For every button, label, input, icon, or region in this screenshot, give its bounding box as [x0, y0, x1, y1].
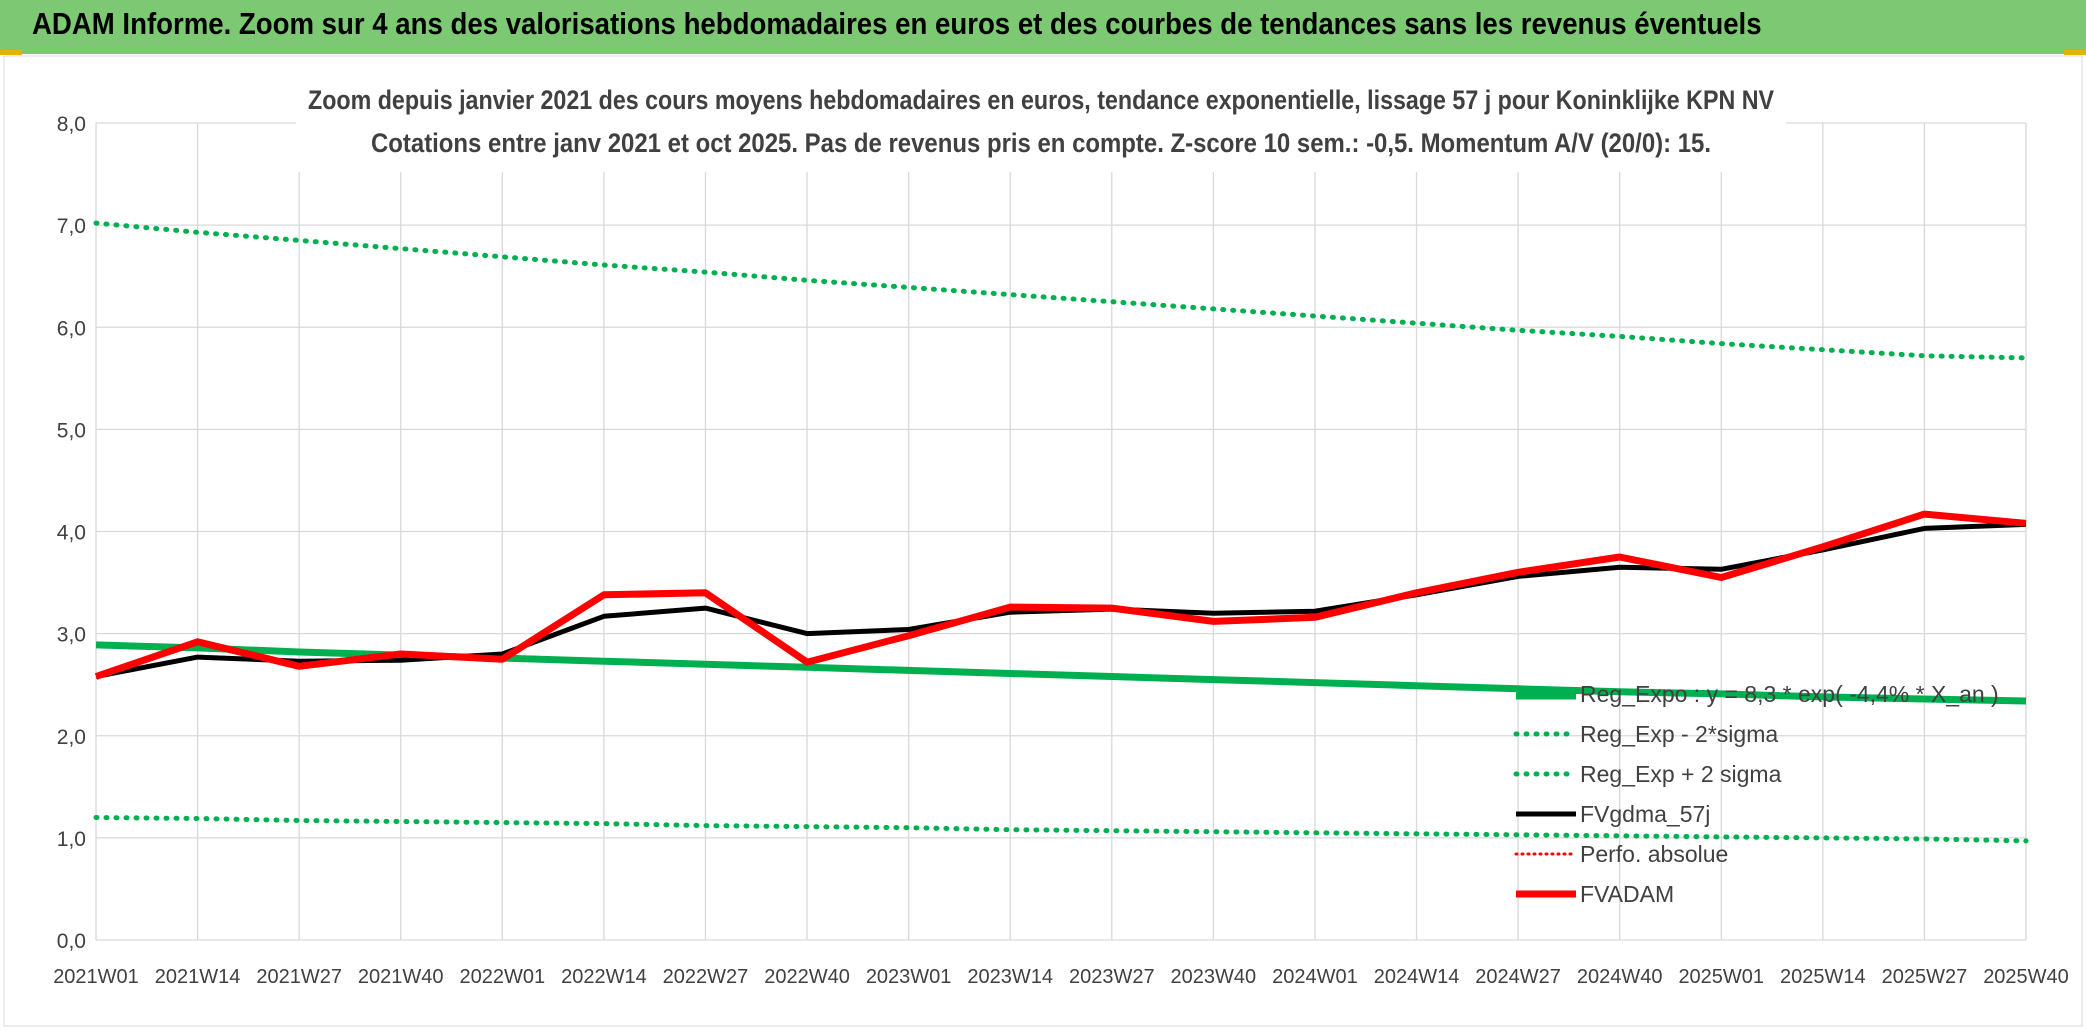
y-tick-label: 4,0 [57, 522, 86, 545]
x-tick-label: 2023W27 [1069, 966, 1155, 988]
legend-label-reg_plus: Reg_Exp + 2 sigma [1580, 761, 1782, 787]
y-tick-label: 3,0 [57, 624, 86, 647]
legend-label-fvadam: FVADAM [1580, 881, 1674, 907]
series-line-reg_minus [93, 815, 2029, 844]
x-axis-ticks: 2021W01 2021W14 2021W27 2021W40 2022W01 2022W… [53, 966, 2069, 988]
series-layer [93, 220, 2029, 844]
x-tick-label: 2023W14 [967, 966, 1053, 988]
title-background [296, 80, 1786, 172]
y-axis-ticks: 0,0 1,0 2,0 3,0 4,0 5,0 6,0 7,0 8,0 [57, 113, 86, 953]
chart-title-line1: Zoom depuis janvier 2021 des cours moyen… [308, 85, 1774, 115]
y-tick-label: 1,0 [57, 828, 86, 851]
series-line-reg_plus [93, 220, 2029, 361]
x-tick-label: 2025W14 [1780, 966, 1866, 988]
chart-frame: 0,0 1,0 2,0 3,0 4,0 5,0 6,0 7,0 8,0 2021W01 2021W… [0, 54, 2086, 1031]
x-tick-label: 2024W40 [1577, 966, 1663, 988]
x-tick-label: 2021W14 [155, 966, 241, 988]
x-tick-label: 2024W27 [1475, 966, 1561, 988]
y-tick-label: 0,0 [57, 930, 86, 953]
banner-accent-left [0, 50, 22, 55]
x-tick-label: 2022W14 [561, 966, 647, 988]
x-tick-label: 2022W01 [460, 966, 546, 988]
legend-label-reg_minus: Reg_Exp - 2*sigma [1580, 721, 1778, 747]
x-tick-label: 2021W01 [53, 966, 139, 988]
y-tick-label: 7,0 [57, 215, 86, 238]
banner-accent-right [2064, 50, 2086, 55]
x-tick-label: 2021W40 [358, 966, 444, 988]
banner-title: ADAM Informe. Zoom sur 4 ans des valoris… [32, 6, 1762, 41]
chart-svg: 0,01,02,03,04,05,06,07,08,0 2021W01 2021W… [3, 55, 2083, 1027]
legend-label-reg_expo: Reg_Expo : y = 8,3 * exp( -4,4% * X_an ) [1580, 681, 1999, 707]
legend-label-perfo: Perfo. absolue [1580, 841, 1728, 867]
x-tick-label: 2025W01 [1678, 966, 1764, 988]
x-tick-label: 2024W01 [1272, 966, 1358, 988]
y-tick-label: 8,0 [57, 113, 86, 136]
banner [0, 0, 2086, 54]
series-line-fvadam [94, 510, 2027, 680]
legend: Reg_Expo : y = 8,3 * exp( -4,4% * X_an )… [1513, 681, 1999, 907]
legend-label-fvgdma: FVgdma_57j [1580, 801, 1710, 827]
y-tick-label: 2,0 [57, 726, 86, 749]
x-tick-label: 2024W14 [1374, 966, 1460, 988]
x-tick-label: 2022W40 [764, 966, 850, 988]
x-tick-label: 2025W40 [1983, 966, 2069, 988]
x-tick-label: 2023W01 [866, 966, 952, 988]
y-tick-label: 5,0 [57, 419, 86, 442]
x-tick-label: 2025W27 [1882, 966, 1968, 988]
y-tick-label: 6,0 [57, 317, 86, 340]
chart-title-line2: Cotations entre janv 2021 et oct 2025. P… [371, 128, 1711, 158]
x-tick-label: 2022W27 [663, 966, 749, 988]
x-tick-label: 2021W27 [256, 966, 342, 988]
x-tick-label: 2023W40 [1171, 966, 1257, 988]
